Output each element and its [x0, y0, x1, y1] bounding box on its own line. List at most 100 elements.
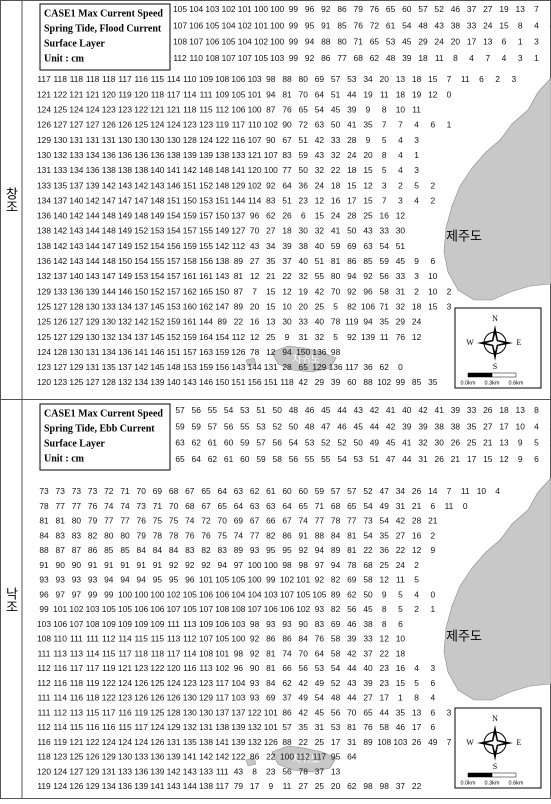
speed-value: 20	[363, 150, 373, 160]
speed-value: 105	[118, 604, 132, 614]
speed-value: 151	[167, 195, 181, 205]
speed-value: 20	[451, 37, 461, 47]
speed-value: 12	[315, 195, 325, 205]
speed-value: 123	[183, 678, 197, 688]
speed-value: 104	[238, 37, 252, 47]
speed-value: 72	[201, 516, 211, 526]
speed-value: 139	[150, 766, 164, 776]
speed-value: 44	[347, 663, 357, 673]
speed-value: 70	[169, 501, 179, 511]
speed-value: 123	[53, 377, 67, 387]
speed-value: 6	[502, 37, 507, 47]
speed-value: 8	[382, 619, 387, 629]
speed-value: 97	[72, 589, 82, 599]
speed-value: 83	[266, 195, 276, 205]
speed-value: 106	[205, 37, 219, 47]
speed-value: 149	[118, 211, 132, 221]
speed-value: 73	[137, 501, 147, 511]
speed-value: 17	[250, 781, 260, 791]
speed-value: 72	[299, 120, 309, 130]
speed-value: 13	[266, 317, 276, 327]
speed-value: 123	[37, 362, 51, 372]
speed-value: 103	[248, 74, 262, 84]
speed-value: 10	[428, 271, 438, 281]
speed-value: 130	[134, 135, 148, 145]
speed-value: 12	[266, 347, 276, 357]
speed-value: 85	[120, 545, 130, 555]
speed-value: 121	[69, 89, 83, 99]
speed-value: 92	[266, 180, 276, 190]
speed-value: 124	[86, 105, 100, 115]
speed-value: 159	[199, 362, 213, 372]
speed-value: 106	[215, 619, 229, 629]
speed-value: 42	[299, 678, 309, 688]
speed-value: 101	[264, 722, 278, 732]
speed-value: 133	[199, 766, 213, 776]
speed-value: 75	[153, 516, 163, 526]
speed-value: 128	[102, 377, 116, 387]
speed-value: 123	[102, 105, 116, 115]
speed-value: 65	[363, 707, 373, 717]
speed-value: 33	[380, 226, 390, 236]
speed-value: 79	[234, 781, 244, 791]
island-label: 차귀도	[292, 754, 320, 766]
speed-value: 4	[534, 421, 539, 431]
speed-value: 122	[248, 707, 262, 717]
speed-value: 149	[118, 241, 132, 251]
speed-value: 116	[183, 663, 197, 673]
speed-value: 131	[86, 362, 100, 372]
speed-value: 133	[53, 165, 67, 175]
speed-value: 1	[398, 693, 403, 703]
speed-value: 7	[447, 737, 452, 747]
speed-value: 17	[331, 737, 341, 747]
speed-value: 86	[282, 530, 292, 540]
speed-value: 18	[499, 405, 509, 415]
speed-value: 21	[266, 271, 276, 281]
speed-value: 48	[331, 693, 341, 703]
speed-value: 121	[118, 663, 132, 673]
speed-value: 3	[414, 135, 419, 145]
speed-value: 55	[208, 405, 218, 415]
speed-value: 62	[192, 438, 202, 448]
speed-value: 59	[331, 241, 341, 251]
speed-value: 94	[104, 575, 114, 585]
speed-value: 129	[69, 332, 83, 342]
speed-value: 7	[382, 195, 387, 205]
compass-n: N	[492, 714, 498, 723]
speed-value: 111	[38, 693, 51, 703]
speed-value: 129	[37, 286, 51, 296]
speed-value: 24	[396, 560, 406, 570]
speed-value: 28	[347, 135, 357, 145]
speed-value: 94	[331, 560, 341, 570]
speed-value: 27	[483, 4, 493, 14]
speed-value: 53	[240, 405, 250, 415]
speed-value: 138	[215, 256, 229, 266]
speed-value: 84	[299, 634, 309, 644]
speed-value: 56	[380, 271, 390, 281]
speed-value: 69	[347, 241, 357, 251]
speed-value: 130	[183, 707, 197, 717]
speed-value: 59	[192, 421, 202, 431]
speed-value: 27	[396, 530, 406, 540]
speed-value: 102	[215, 663, 229, 673]
speed-value: 67	[201, 501, 211, 511]
speed-value: 31	[396, 286, 406, 296]
speed-value: 159	[167, 317, 181, 327]
speed-value: 12	[380, 575, 390, 585]
speed-value: 62	[266, 211, 276, 221]
speed-value: 54	[380, 241, 390, 251]
speed-value: 30	[299, 226, 309, 236]
speed-value: 16	[396, 663, 406, 673]
speed-value: 64	[282, 180, 292, 190]
speed-value: 157	[199, 211, 213, 221]
speed-value: 97	[315, 560, 325, 570]
speed-value: 139	[86, 180, 100, 190]
panel-label: 낙조	[4, 587, 19, 613]
speed-value: 50	[354, 438, 364, 448]
speed-value: 120	[37, 766, 51, 776]
speed-value: 161	[183, 317, 197, 327]
speed-value: 147	[215, 301, 229, 311]
speed-value: 58	[331, 648, 341, 658]
speed-value: 114	[86, 648, 100, 658]
speed-value: 119	[37, 781, 51, 791]
